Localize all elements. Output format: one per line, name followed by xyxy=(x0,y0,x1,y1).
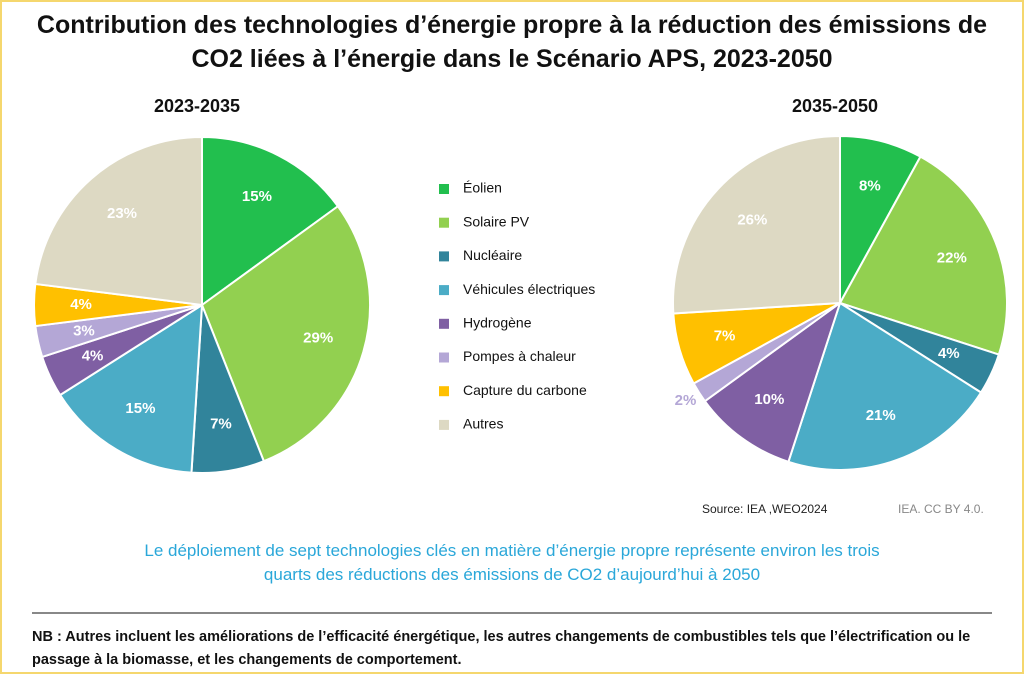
data-label: 26% xyxy=(737,212,767,229)
data-label: 8% xyxy=(859,178,881,195)
pie-slice xyxy=(787,301,983,471)
data-label: 3% xyxy=(73,322,95,339)
data-label: 4% xyxy=(70,296,92,313)
data-label: 4% xyxy=(938,345,960,362)
data-label: 7% xyxy=(210,415,232,432)
legend-label: Autres xyxy=(463,416,503,432)
data-label: 2% xyxy=(675,392,697,409)
legend-swatch xyxy=(439,419,449,430)
pie-slice xyxy=(838,155,1008,356)
legend-swatch xyxy=(439,318,449,329)
credit: IEA. CC BY 4.0. xyxy=(898,502,984,516)
legend-label: Pompes à chaleur xyxy=(463,348,576,364)
legend-swatch xyxy=(439,184,449,194)
pie-slice xyxy=(201,135,340,307)
pie-title: 2023-2035 xyxy=(154,96,240,116)
caption: Le déploiement de sept technologies clés… xyxy=(144,541,880,584)
legend-swatch xyxy=(439,217,449,228)
data-label: 4% xyxy=(82,347,104,364)
data-label: 15% xyxy=(242,188,272,205)
legend-swatch xyxy=(439,352,449,363)
legend-label: Véhicules électriques xyxy=(463,281,595,297)
note: NB : Autres incluent les améliorations d… xyxy=(32,629,971,668)
legend-swatch xyxy=(439,285,449,296)
legend-label: Hydrogène xyxy=(463,315,532,331)
data-label: 29% xyxy=(303,330,333,347)
legend-swatch xyxy=(439,386,449,397)
data-label: 23% xyxy=(107,205,137,222)
source: Source: IEA ,WEO2024 xyxy=(702,502,828,516)
data-label: 10% xyxy=(754,391,784,408)
pie-slice xyxy=(58,303,204,474)
pie-slice xyxy=(703,300,842,464)
pie-title: 2035-2050 xyxy=(792,96,878,116)
pie-slice xyxy=(672,134,841,315)
legend-label: Solaire PV xyxy=(463,213,530,229)
legend-label: Nucléaire xyxy=(463,247,522,263)
data-label: 22% xyxy=(937,250,967,267)
legend-label: Capture du carbone xyxy=(463,382,587,398)
pie-slice xyxy=(34,135,203,307)
data-label: 15% xyxy=(125,400,155,417)
data-label: 21% xyxy=(866,407,896,424)
legend-swatch xyxy=(439,251,449,262)
separator xyxy=(32,612,992,614)
data-label: 7% xyxy=(714,328,736,345)
chart: Source: IEA ,WEO2024 IEA. CC BY 4.0. 202… xyxy=(33,96,1008,516)
legend-label: Éolien xyxy=(463,180,502,196)
pie-slice xyxy=(200,204,371,463)
main-title: Contribution des technologies d’énergie … xyxy=(36,11,988,73)
